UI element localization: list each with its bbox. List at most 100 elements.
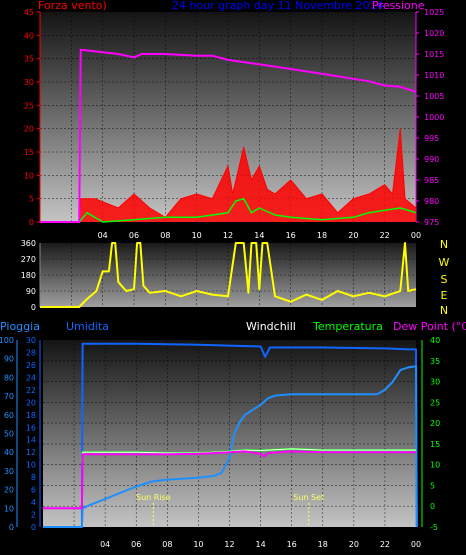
wind-speed-line bbox=[40, 128, 417, 223]
temp-tick-label: 15 bbox=[430, 440, 440, 449]
humidity-line bbox=[43, 342, 418, 528]
dewpoint-line bbox=[43, 450, 416, 510]
wind-speed-area bbox=[40, 128, 416, 222]
direction-label-w: W bbox=[438, 256, 450, 269]
wind-tick-label: 5 bbox=[29, 195, 34, 204]
rain-tick-label: 90 bbox=[4, 355, 14, 364]
hour-tick-label: 18 bbox=[318, 540, 328, 549]
pressure-tick-label: 1005 bbox=[424, 92, 444, 101]
wind-tick-label: 40 bbox=[24, 31, 34, 40]
temp-tick-label: 0 bbox=[430, 502, 435, 511]
rain-tick-label: 30 bbox=[4, 467, 14, 476]
hour-tick-label: 06 bbox=[131, 540, 141, 549]
wind-tick-label: 45 bbox=[24, 8, 34, 17]
rain-tick-label: 60 bbox=[4, 411, 14, 420]
wind-gust-line bbox=[40, 197, 417, 223]
temp-tick-label: 40 bbox=[430, 336, 440, 345]
pressure-tick-label: 975 bbox=[424, 218, 439, 227]
rain-tick-label: 40 bbox=[4, 448, 14, 457]
hour-tick-label: 20 bbox=[348, 231, 358, 240]
temp-tick-label: 5 bbox=[430, 481, 435, 490]
chart-title: 24 hour graph day 11 Novembre 2014 bbox=[172, 0, 384, 12]
direction-label-n-top: N bbox=[439, 238, 449, 251]
direction-label-e: E bbox=[440, 289, 448, 302]
wind-tick-label: 20 bbox=[24, 125, 34, 134]
humidity-tick-label: 20 bbox=[26, 398, 36, 407]
rain-axis-title: Pioggia bbox=[0, 320, 40, 333]
hour-tick-label: 08 bbox=[162, 540, 172, 549]
hour-tick-label: 18 bbox=[317, 231, 327, 240]
pressure-tick-label: 1015 bbox=[424, 50, 444, 59]
pressure-tick-label: 1010 bbox=[424, 71, 444, 80]
hour-tick-label: 16 bbox=[286, 231, 296, 240]
direction-tick-label: 90 bbox=[26, 287, 36, 296]
hour-tick-label: 10 bbox=[192, 231, 202, 240]
temp-tick-label: 35 bbox=[430, 357, 440, 366]
rain-tick-label: 70 bbox=[4, 392, 14, 401]
pressure-line bbox=[40, 48, 417, 223]
pressure-tick-label: 995 bbox=[424, 134, 439, 143]
dewpoint-axis-title: Dew Point (°C) bbox=[393, 320, 466, 333]
wind-tick-label: 15 bbox=[24, 148, 34, 157]
humidity-tick-label: 22 bbox=[26, 386, 36, 395]
humidity-tick-label: 30 bbox=[26, 336, 36, 345]
hour-tick-label: 14 bbox=[255, 540, 265, 549]
wind-tick-label: 10 bbox=[24, 171, 34, 180]
humidity-tick-label: 28 bbox=[26, 348, 36, 357]
pressure-tick-label: 1025 bbox=[424, 8, 444, 17]
rain-tick-label: 0 bbox=[9, 523, 14, 532]
hour-tick-label: 00 bbox=[411, 540, 421, 549]
wind-axis-title: Forza vento) bbox=[38, 0, 107, 12]
hour-tick-label: 00 bbox=[411, 231, 421, 240]
windchill-legend: Windchill bbox=[246, 320, 296, 333]
hour-tick-label: 12 bbox=[224, 540, 234, 549]
hour-tick-label: 04 bbox=[100, 540, 110, 549]
humidity-tick-label: 12 bbox=[26, 448, 36, 457]
humidity-tick-label: 16 bbox=[26, 423, 36, 432]
pressure-tick-label: 1000 bbox=[424, 113, 444, 122]
hour-tick-label: 20 bbox=[349, 540, 359, 549]
rain-tick-label: 50 bbox=[4, 430, 14, 439]
humidity-tick-label: 14 bbox=[26, 436, 36, 445]
humidity-tick-label: 4 bbox=[31, 498, 36, 507]
pressure-tick-label: 980 bbox=[424, 197, 439, 206]
humidity-tick-label: 10 bbox=[26, 461, 36, 470]
hour-tick-label: 22 bbox=[380, 231, 390, 240]
rain-tick-label: 20 bbox=[4, 486, 14, 495]
rain-tick-label: 80 bbox=[4, 373, 14, 382]
direction-tick-label: 0 bbox=[31, 303, 36, 312]
pressure-axis-title: Pressione bbox=[372, 0, 425, 12]
wind-tick-label: 0 bbox=[29, 218, 34, 227]
hour-tick-label: 08 bbox=[160, 231, 170, 240]
rain-tick-label: 100 bbox=[0, 336, 14, 345]
temperature-legend: Temperatura bbox=[313, 320, 383, 333]
humidity-tick-label: 8 bbox=[31, 473, 36, 482]
sunset-label: Sun Set bbox=[293, 493, 324, 502]
direction-label-n-bottom: N bbox=[439, 304, 449, 317]
pressure-tick-label: 985 bbox=[424, 176, 439, 185]
hour-tick-label: 12 bbox=[223, 231, 233, 240]
direction-tick-label: 360 bbox=[21, 239, 36, 248]
humidity-tick-label: 26 bbox=[26, 361, 36, 370]
wind-tick-label: 35 bbox=[24, 55, 34, 64]
hour-tick-label: 22 bbox=[380, 540, 390, 549]
wind-direction-line bbox=[40, 242, 417, 308]
hour-tick-label: 14 bbox=[254, 231, 264, 240]
direction-tick-label: 180 bbox=[21, 271, 36, 280]
humidity-tick-label: 0 bbox=[31, 523, 36, 532]
hour-tick-label: 06 bbox=[129, 231, 139, 240]
direction-tick-label: 270 bbox=[21, 255, 36, 264]
hour-tick-label: 10 bbox=[193, 540, 203, 549]
humidity-tick-label: 2 bbox=[31, 511, 36, 520]
temp-tick-label: -5 bbox=[430, 523, 438, 532]
hour-tick-label: 04 bbox=[98, 231, 108, 240]
wind-tick-label: 30 bbox=[24, 78, 34, 87]
sunrise-label: Sun Rise bbox=[136, 493, 171, 502]
humidity-tick-label: 18 bbox=[26, 411, 36, 420]
rain-line bbox=[43, 365, 418, 528]
temp-tick-label: 20 bbox=[430, 419, 440, 428]
wind-tick-label: 25 bbox=[24, 101, 34, 110]
temp-tick-label: 10 bbox=[430, 461, 440, 470]
